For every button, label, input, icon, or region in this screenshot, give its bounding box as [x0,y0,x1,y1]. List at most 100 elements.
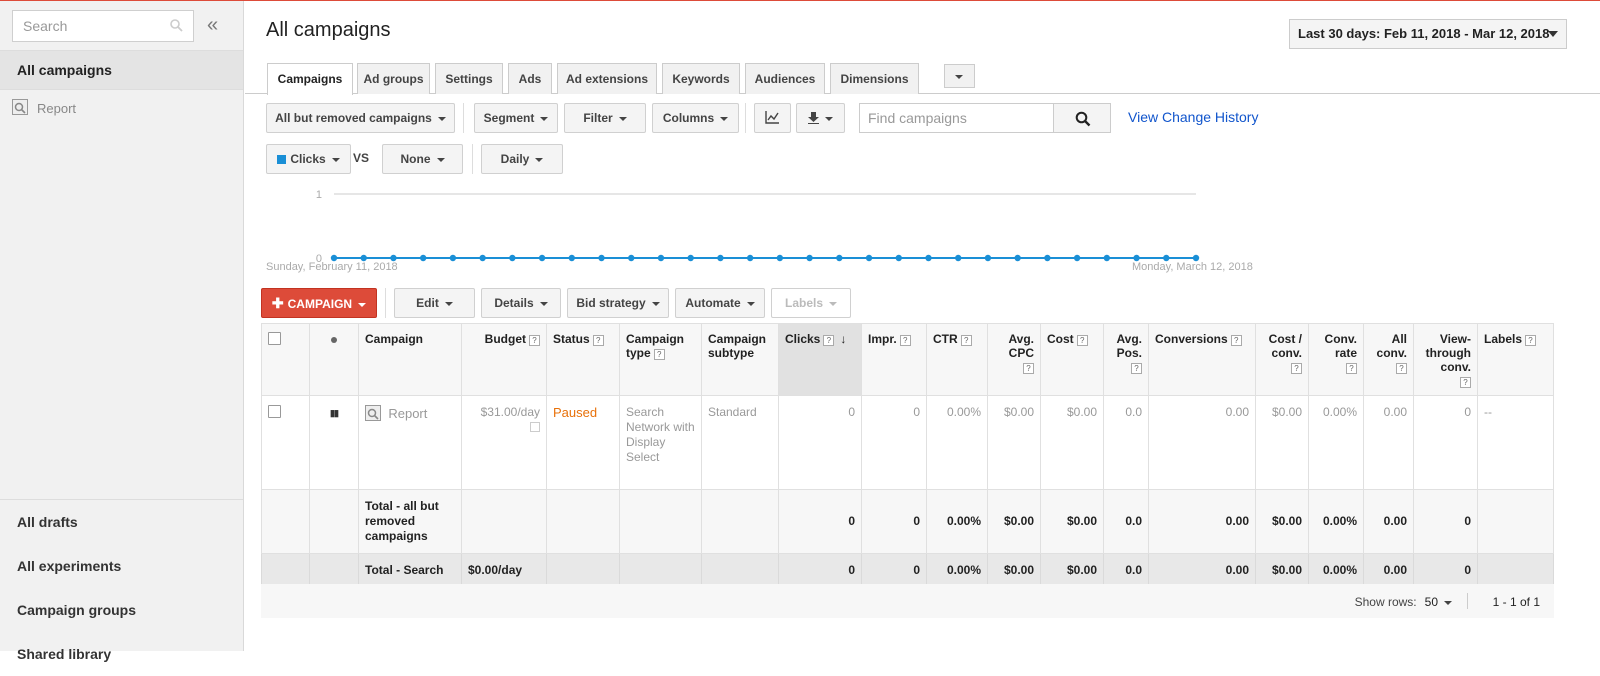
help-icon[interactable]: ? [1230,335,1242,346]
tab-audiences[interactable]: Audiences [745,63,825,94]
data-point [628,254,635,262]
segment-dropdown[interactable]: Segment [474,103,558,133]
help-icon[interactable]: ? [1460,377,1471,388]
automate-dropdown[interactable]: Automate [675,288,765,318]
find-campaigns-input[interactable] [860,104,1050,132]
col-all-conv[interactable]: All conv.? [1363,323,1414,396]
tab-ad-groups[interactable]: Ad groups [357,63,430,94]
sidebar-item-all-experiments[interactable]: All experiments [17,558,122,574]
total-cost-conv: $0.00 [1255,553,1309,588]
columns-dropdown[interactable]: Columns [652,103,739,133]
budget-details-icon[interactable] [530,422,540,432]
row-status-text-cell[interactable]: Paused [546,395,620,490]
sidebar-item-all-drafts[interactable]: All drafts [17,514,78,530]
sidebar-bottom-nav: All drafts All experiments Campaign grou… [0,499,243,676]
view-change-history-link[interactable]: View Change History [1128,109,1259,125]
sidebar-search-input[interactable] [13,11,153,41]
collapse-sidebar-icon[interactable]: « [207,14,219,36]
total-conversions: 0.00 [1148,489,1256,554]
col-avg-pos[interactable]: Avg. Pos.? [1103,323,1149,396]
date-range-selector[interactable]: Last 30 days: Feb 11, 2018 - Mar 12, 201… [1289,19,1567,49]
tab-ad-extensions[interactable]: Ad extensions [557,63,657,94]
search-icon[interactable] [170,19,183,35]
help-icon[interactable]: ? [1525,335,1537,346]
table-header-row: Campaign Budget? Status? Campaign type? … [261,323,1554,396]
col-status[interactable]: Status? [546,323,620,396]
data-point [1014,254,1021,262]
segment-label: Segment [483,111,535,125]
labels-dropdown[interactable]: Labels [771,288,851,318]
total-row-all-but-removed: Total - all but removed campaigns 0 0 0.… [261,489,1554,554]
row-budget-cell[interactable]: $31.00/day [461,395,547,490]
tab-dimensions[interactable]: Dimensions [830,63,919,94]
sort-down-icon: ↓ [840,332,847,346]
col-campaign[interactable]: Campaign [358,323,462,396]
help-icon[interactable]: ? [1396,363,1407,374]
campaign-scope-dropdown[interactable]: All but removed campaigns [266,103,455,133]
col-clicks[interactable]: Clicks? ↓ [778,323,862,396]
chevron-down-icon [618,116,627,121]
sidebar-item-report[interactable]: Report [12,98,76,118]
help-icon[interactable]: ? [653,349,665,360]
more-tabs-button[interactable] [944,64,975,88]
select-all-checkbox[interactable] [268,332,281,345]
total-clicks: 0 [778,489,862,554]
row-labels-cell[interactable]: -- [1477,395,1554,490]
col-conv-rate[interactable]: Conv. rate? [1308,323,1364,396]
empty-cell [261,489,310,554]
help-icon[interactable]: ? [1346,363,1357,374]
chevron-down-icon [746,301,755,306]
toggle-chart-button[interactable] [754,103,791,133]
col-ctr[interactable]: CTR? [926,323,988,396]
total-conv-rate: 0.00% [1308,553,1364,588]
data-point [479,254,486,262]
help-icon[interactable]: ? [1131,363,1142,374]
col-view-through[interactable]: View-through conv.? [1413,323,1478,396]
help-icon[interactable]: ? [823,335,835,346]
download-dropdown[interactable] [796,103,845,133]
help-icon[interactable]: ? [1076,335,1088,346]
total-cost: $0.00 [1040,553,1104,588]
help-icon[interactable]: ? [960,335,972,346]
help-icon[interactable]: ? [529,335,540,346]
pause-icon[interactable]: ▮▮ [330,408,339,418]
sidebar-item-campaign-groups[interactable]: Campaign groups [17,602,137,618]
col-avg-cpc[interactable]: Avg. CPC? [987,323,1041,396]
top-accent-line [0,0,1600,1]
campaign-name-link[interactable]: Report [388,406,428,421]
edit-dropdown[interactable]: Edit [394,288,475,318]
find-campaigns-button[interactable] [1053,103,1111,133]
chevron-down-icon [540,116,549,121]
col-campaign-type[interactable]: Campaign type? [619,323,702,396]
col-conversions[interactable]: Conversions? [1148,323,1256,396]
details-dropdown[interactable]: Details [481,288,561,318]
col-campaign-subtype[interactable]: Campaign subtype [701,323,779,396]
granularity-dropdown[interactable]: Daily [481,144,563,174]
tab-campaigns[interactable]: Campaigns [267,63,353,95]
tab-ads[interactable]: Ads [508,63,552,94]
help-icon[interactable]: ? [1023,363,1034,374]
row-checkbox[interactable] [268,405,281,418]
bid-strategy-dropdown[interactable]: Bid strategy [567,288,669,318]
metric2-dropdown[interactable]: None [382,144,463,174]
col-cost[interactable]: Cost? [1040,323,1104,396]
help-icon[interactable]: ? [1291,363,1302,374]
help-icon[interactable]: ? [899,335,911,346]
add-campaign-button[interactable]: ✚ CAMPAIGN [261,288,377,318]
col-cost-conv[interactable]: Cost / conv.? [1255,323,1309,396]
filter-dropdown[interactable]: Filter [564,103,646,133]
tab-settings[interactable]: Settings [435,63,503,94]
line-chart-icon [765,111,780,125]
tab-keywords[interactable]: Keywords [662,63,740,94]
show-rows-control[interactable]: Show rows: 50 [1355,595,1452,609]
help-icon[interactable]: ? [592,335,604,346]
total-all-conv: 0.00 [1363,553,1414,588]
col-impr[interactable]: Impr.? [861,323,927,396]
metric1-dropdown[interactable]: Clicks [266,144,351,174]
col-label: Impr. [868,332,897,346]
col-budget[interactable]: Budget? [461,323,547,396]
col-labels[interactable]: Labels? [1477,323,1554,396]
sidebar-item-all-campaigns[interactable]: All campaigns [0,50,243,90]
status-badge: Paused [553,405,598,420]
sidebar-item-shared-library[interactable]: Shared library [17,646,112,662]
